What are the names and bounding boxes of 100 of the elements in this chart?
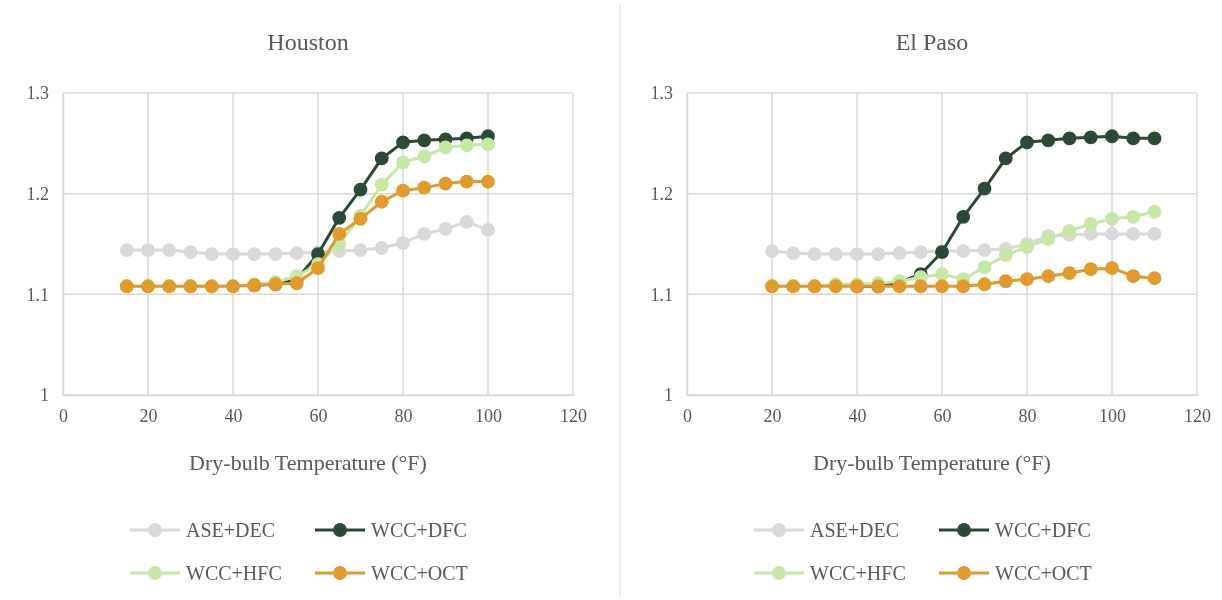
point — [289, 276, 304, 291]
legend-label: ASE+DEC — [186, 519, 276, 541]
point — [956, 279, 971, 294]
chart-title: El Paso — [895, 29, 969, 55]
point — [1062, 131, 1077, 146]
point — [204, 247, 219, 261]
x-tick-label: 100 — [1099, 405, 1126, 426]
point — [247, 247, 262, 261]
point — [226, 247, 240, 261]
point — [119, 243, 134, 257]
point — [417, 180, 432, 195]
x-tick-label: 120 — [1184, 405, 1211, 426]
y-tick-label: 1 — [40, 385, 49, 406]
y-tick-label: 1.1 — [26, 284, 49, 305]
y-tick-label: 1.2 — [26, 183, 49, 204]
x-tick-label: 40 — [848, 405, 867, 426]
point — [1083, 130, 1098, 145]
point — [417, 149, 432, 164]
point — [1083, 216, 1098, 231]
point — [353, 182, 368, 197]
x-tick-label: 80 — [1018, 405, 1037, 426]
point — [438, 140, 453, 155]
point — [311, 261, 325, 276]
legend-label: WCC+DFC — [995, 519, 1091, 541]
point — [459, 138, 474, 153]
point — [913, 245, 928, 259]
point — [998, 151, 1013, 166]
point — [332, 227, 347, 241]
point — [438, 222, 453, 236]
point — [1083, 262, 1098, 277]
point — [935, 267, 949, 282]
point — [396, 135, 410, 150]
point — [977, 277, 992, 292]
point — [977, 181, 992, 196]
point — [828, 247, 843, 261]
point — [141, 243, 155, 257]
point — [892, 246, 907, 260]
point — [396, 183, 410, 198]
point — [162, 243, 177, 257]
point — [1147, 227, 1162, 241]
point — [892, 279, 907, 294]
x-tick-label: 0 — [683, 405, 692, 426]
point — [1126, 209, 1141, 224]
point — [1062, 224, 1077, 238]
point — [374, 194, 389, 209]
y-tick-label: 1.3 — [26, 83, 49, 104]
point — [1105, 129, 1119, 144]
point — [481, 137, 495, 152]
point — [1147, 271, 1162, 286]
legend-label: WCC+DFC — [371, 519, 467, 541]
y-tick-label: 1.1 — [650, 284, 673, 305]
x-tick-label: 60 — [309, 405, 328, 426]
point — [459, 214, 474, 229]
point — [481, 174, 495, 189]
point — [1041, 133, 1056, 148]
point — [332, 210, 347, 225]
x-tick-label: 120 — [560, 405, 587, 426]
point — [1105, 211, 1119, 226]
point — [807, 247, 822, 261]
point — [417, 133, 432, 148]
point — [786, 246, 801, 260]
legend-label: WCC+HFC — [810, 562, 906, 584]
x-tick-label: 60 — [933, 405, 952, 426]
x-tick-label: 20 — [763, 405, 782, 426]
x-tick-label: 40 — [224, 405, 243, 426]
point — [1147, 204, 1162, 219]
legend-label: WCC+OCT — [371, 562, 468, 584]
x-tick-label: 80 — [394, 405, 413, 426]
point — [871, 247, 886, 261]
legend-label: WCC+HFC — [186, 562, 282, 584]
y-tick-label: 1 — [664, 385, 673, 406]
point — [956, 209, 971, 224]
point — [998, 248, 1013, 262]
point — [850, 247, 864, 261]
point — [183, 245, 198, 259]
point — [1041, 269, 1056, 284]
point — [977, 243, 992, 257]
legend-label: WCC+OCT — [995, 562, 1092, 584]
point — [1126, 269, 1141, 284]
point — [374, 241, 389, 255]
x-tick-label: 0 — [59, 405, 68, 426]
point — [374, 177, 389, 192]
point — [956, 244, 971, 258]
point — [268, 247, 283, 261]
point — [1126, 131, 1141, 146]
point — [935, 279, 949, 294]
x-axis-title: Dry-bulb Temperature (°F) — [813, 450, 1051, 475]
point — [1126, 227, 1141, 241]
x-tick-label: 20 — [139, 405, 158, 426]
point — [913, 279, 928, 294]
point — [417, 227, 432, 241]
point — [353, 243, 368, 257]
y-tick-label: 1.2 — [650, 183, 673, 204]
point — [1147, 131, 1162, 146]
point — [396, 236, 410, 250]
point — [1020, 135, 1034, 150]
x-tick-label: 100 — [475, 405, 502, 426]
point — [481, 223, 495, 237]
chart-title: Houston — [267, 29, 349, 55]
legend-label: ASE+DEC — [810, 519, 900, 541]
